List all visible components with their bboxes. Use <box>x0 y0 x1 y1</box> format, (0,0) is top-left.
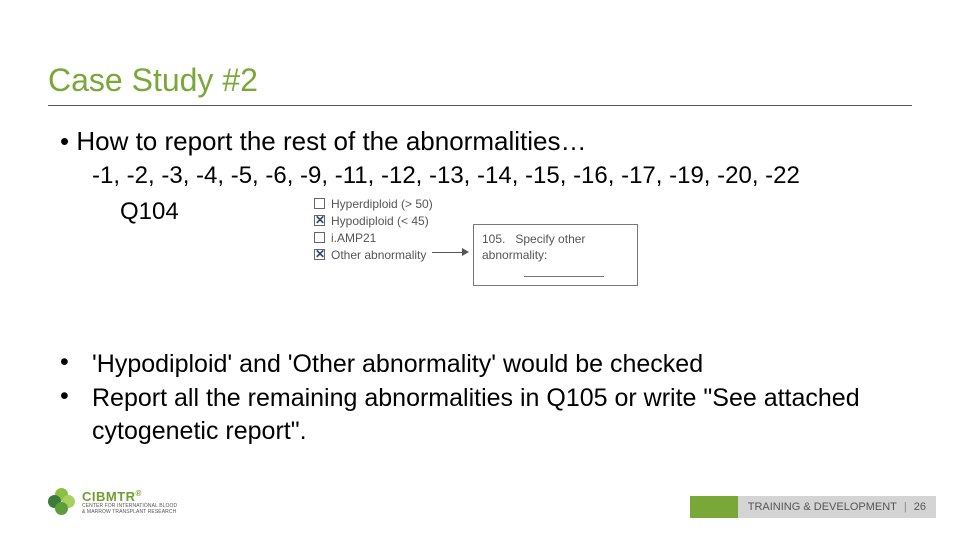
bullet-2: • 'Hypodiploid' and 'Other abnormality' … <box>60 348 703 381</box>
arrow-head-icon <box>462 248 469 256</box>
q105-blank-line <box>524 276 604 277</box>
logo-name: CIBMTR® <box>82 489 177 504</box>
bullet-dot-icon: • <box>60 348 92 381</box>
logo-sub2: & MARROW TRANSPLANT RESEARCH <box>82 510 177 516</box>
bullet-3: • Report all the remaining abnormalities… <box>60 382 920 447</box>
bullet-1: How to report the rest of the abnormalit… <box>60 126 586 157</box>
checkbox-icon <box>314 198 325 209</box>
slide-title: Case Study #2 <box>48 62 258 99</box>
check-row-iamp21: i.AMP21 <box>314 231 433 245</box>
check-row-hypodiploid: Hypodiploid (< 45) <box>314 214 433 228</box>
check-row-hyperdiploid: Hyperdiploid (> 50) <box>314 197 433 211</box>
cibmtr-logo: CIBMTR® CENTER FOR INTERNATIONAL BLOOD &… <box>48 488 177 516</box>
checkbox-icon <box>314 232 325 243</box>
check-row-other: Other abnormality <box>314 248 433 262</box>
logo-mark-icon <box>48 488 76 516</box>
bullet-2-text: 'Hypodiploid' and 'Other abnormality' wo… <box>92 348 703 381</box>
checklist: Hyperdiploid (> 50) Hypodiploid (< 45) i… <box>314 197 433 265</box>
footer-green-block <box>690 496 738 518</box>
q104-label: Q104 <box>120 198 179 226</box>
q105-number: 105. <box>482 232 505 246</box>
q105-box: 105. Specify other abnormality: <box>473 224 638 286</box>
footer-label: TRAINING & DEVELOPMENT <box>748 501 897 513</box>
footer-grey-block: TRAINING & DEVELOPMENT | 26 <box>738 496 936 518</box>
checkbox-checked-icon <box>314 249 325 260</box>
arrow-line-icon <box>432 252 464 253</box>
bullet-dot-icon: • <box>60 382 92 447</box>
footer-separator-icon: | <box>904 501 907 513</box>
footer-bar: TRAINING & DEVELOPMENT | 26 <box>690 496 936 518</box>
slide: Case Study #2 How to report the rest of … <box>0 0 960 540</box>
check-label: Hypodiploid (< 45) <box>331 214 429 228</box>
check-label: Other abnormality <box>331 248 426 262</box>
title-underline <box>48 105 912 106</box>
checkbox-checked-icon <box>314 215 325 226</box>
check-label: Hyperdiploid (> 50) <box>331 197 433 211</box>
bullet-3-text: Report all the remaining abnormalities i… <box>92 382 920 447</box>
logo-text: CIBMTR® CENTER FOR INTERNATIONAL BLOOD &… <box>82 489 177 515</box>
check-label: i.AMP21 <box>331 231 376 245</box>
bullet-1-subline: -1, -2, -3, -4, -5, -6, -9, -11, -12, -1… <box>92 162 800 190</box>
footer-page: 26 <box>914 501 926 513</box>
